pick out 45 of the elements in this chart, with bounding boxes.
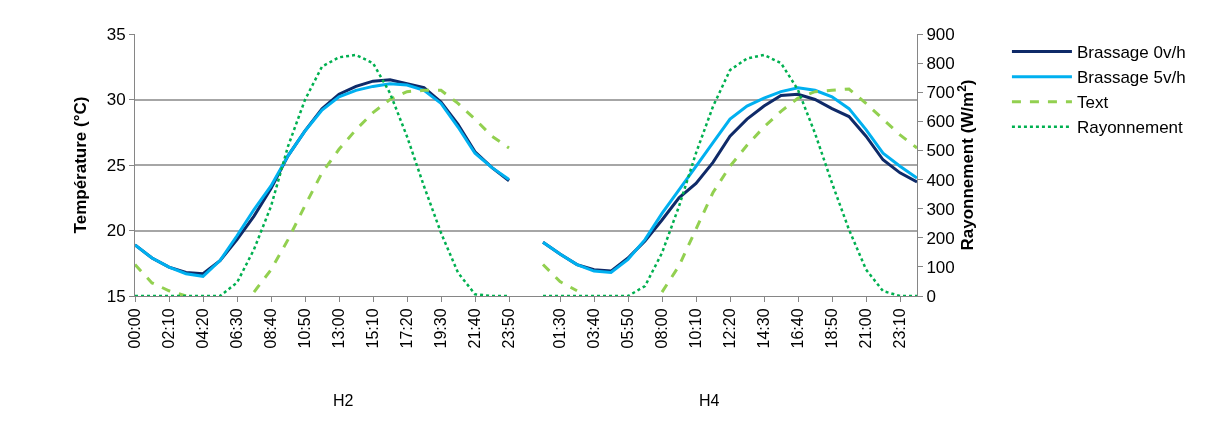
legend-label: Brassage 0v/h bbox=[1076, 43, 1186, 63]
x-tick-label: 10:50 bbox=[296, 308, 314, 349]
text: H2 bbox=[333, 392, 354, 409]
y-tick-label: 20 bbox=[106, 221, 126, 241]
y2-tick-label: 400 bbox=[926, 170, 955, 190]
x-tick-label: 23:50 bbox=[500, 308, 518, 349]
text: H4 bbox=[699, 392, 720, 409]
x-tick-label: 00:00 bbox=[126, 308, 144, 349]
y2-tick-label: 500 bbox=[926, 141, 955, 161]
x-tick-label: 23:10 bbox=[891, 308, 909, 349]
x-tick-label: 17:20 bbox=[398, 308, 416, 349]
x-tick-label: 21:40 bbox=[466, 308, 484, 349]
y2-tick-label: 900 bbox=[926, 24, 955, 44]
x-tick-label: 10:10 bbox=[687, 308, 705, 349]
x-tick-label: 13:00 bbox=[330, 308, 348, 349]
x-tick-label: 05:50 bbox=[619, 308, 637, 349]
x-tick-label: 06:30 bbox=[228, 308, 246, 349]
x-tick-label: 03:40 bbox=[585, 308, 603, 349]
y-axis-title: Température (°C) bbox=[71, 96, 91, 234]
y2-tick-label: 700 bbox=[926, 83, 955, 103]
legend-label: Text bbox=[1076, 93, 1109, 113]
y-tick-label: 15 bbox=[106, 286, 126, 306]
x-tick-label: 02:10 bbox=[160, 308, 178, 349]
x-tick-label: 18:50 bbox=[823, 308, 841, 349]
y2-tick-label: 800 bbox=[926, 54, 955, 74]
x-tick-label: 15:10 bbox=[364, 308, 382, 349]
y2-tick-label: 100 bbox=[926, 257, 955, 277]
y2-tick-label: 200 bbox=[926, 228, 955, 248]
y2-tick-label: 300 bbox=[926, 199, 955, 219]
x-tick-label: 19:30 bbox=[432, 308, 450, 349]
x-tick-label: 14:30 bbox=[755, 308, 773, 349]
y-tick-label: 35 bbox=[106, 24, 126, 44]
y-tick-label: 25 bbox=[106, 155, 126, 175]
x-tick-label: 16:40 bbox=[789, 308, 807, 349]
legend-label: Rayonnement bbox=[1076, 118, 1184, 138]
x-tick-label: 08:40 bbox=[262, 308, 280, 349]
y2-tick-label: 0 bbox=[926, 286, 936, 306]
y-tick-label: 30 bbox=[106, 90, 126, 110]
x-tick-label: 12:20 bbox=[721, 308, 739, 349]
x-tick-label: 04:20 bbox=[194, 308, 212, 349]
y2-tick-label: 600 bbox=[926, 112, 955, 132]
x-tick-label: 21:00 bbox=[857, 308, 875, 349]
x-tick-label: 01:30 bbox=[551, 308, 569, 349]
legend-label: Brassage 5v/h bbox=[1076, 68, 1186, 88]
x-tick-label: 08:00 bbox=[653, 308, 671, 349]
